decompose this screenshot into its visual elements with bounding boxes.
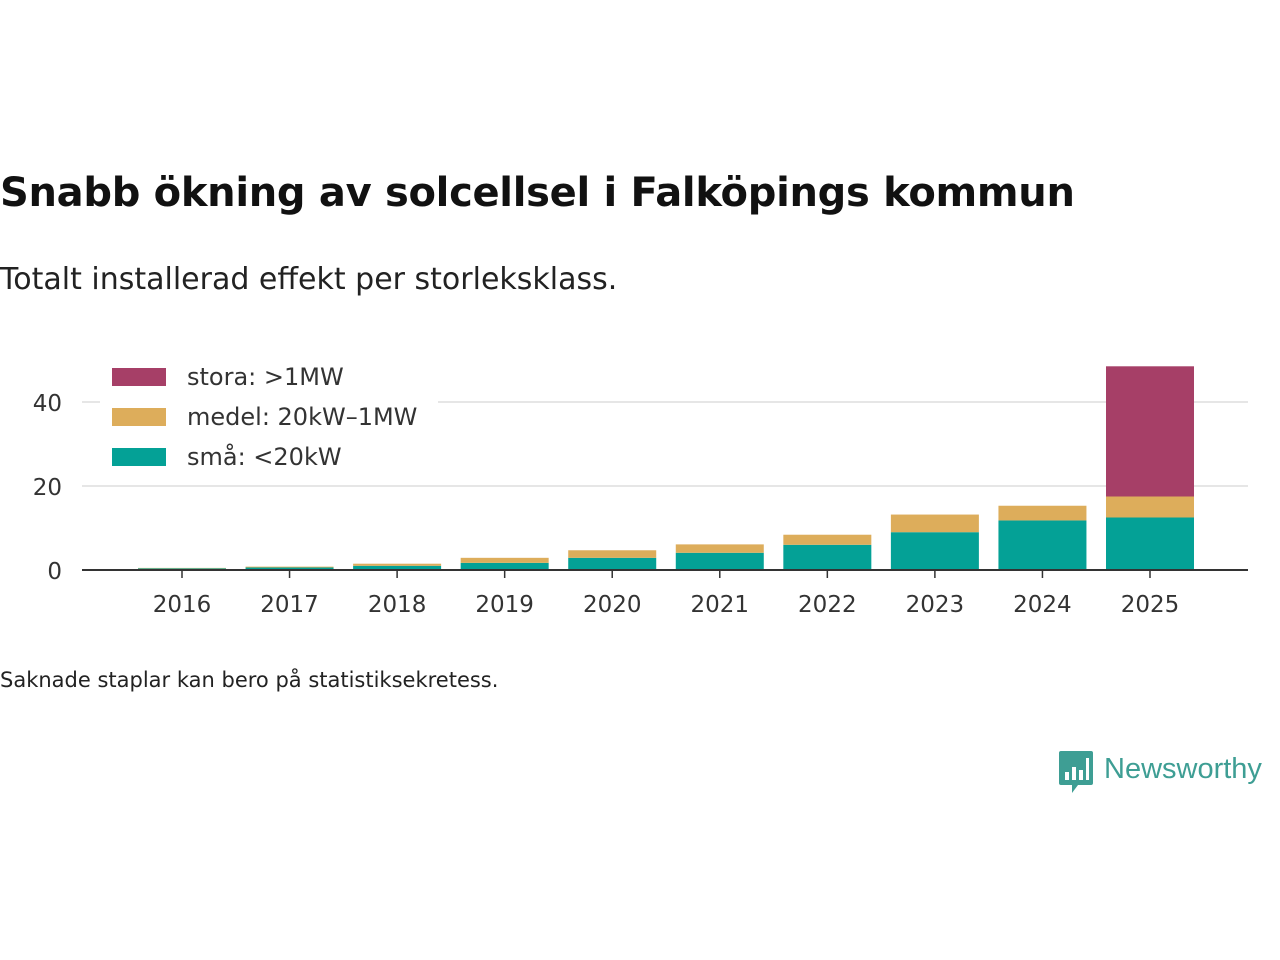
x-tick-label: 2023 xyxy=(906,592,965,618)
bar-medel-2023 xyxy=(890,514,979,533)
footnote: Saknade staplar kan bero på statistiksek… xyxy=(0,668,499,692)
x-tick-label: 2017 xyxy=(260,592,319,618)
bar-stora-2025 xyxy=(1106,366,1194,497)
bar-medel-2022 xyxy=(783,534,872,545)
bar-medel-2017 xyxy=(245,566,334,568)
bar-sma-2018 xyxy=(353,565,442,570)
x-tick-label: 2016 xyxy=(153,592,212,618)
y-tick-label: 40 xyxy=(33,391,62,417)
bar-sma-2019 xyxy=(460,562,549,570)
x-tick-label: 2025 xyxy=(1121,592,1180,618)
bar-sma-2022 xyxy=(783,544,872,570)
bar-medel-2021 xyxy=(675,544,764,553)
legend-swatch-medel xyxy=(112,408,166,426)
bar-sma-2024 xyxy=(998,520,1087,570)
brand-name: Newsworthy xyxy=(1104,752,1262,785)
legend-swatch-sma xyxy=(112,448,166,466)
bar-sma-2021 xyxy=(675,552,764,570)
legend-swatch-stora xyxy=(112,368,166,386)
y-tick-label: 0 xyxy=(47,559,62,585)
chart-title: Snabb ökning av solcellsel i Falköpings … xyxy=(0,170,1075,216)
x-tick-label: 2022 xyxy=(798,592,857,618)
legend: stora: >1MW medel: 20kW–1MW små: <20kW xyxy=(100,362,438,484)
bar-medel-2019 xyxy=(460,557,549,563)
bars xyxy=(138,366,1194,570)
bar-sma-2020 xyxy=(568,557,657,570)
bar-sma-2017 xyxy=(245,567,334,570)
y-tick-label: 20 xyxy=(33,475,62,501)
bar-medel-2025 xyxy=(1106,496,1194,518)
x-tick-label: 2020 xyxy=(583,592,642,618)
newsworthy-logo: Newsworthy xyxy=(1058,748,1262,796)
x-tick-label: 2019 xyxy=(475,592,534,618)
axes: 0 20 40 2016 2017 2018 2019 2020 2021 2022 2023 202… xyxy=(33,391,1248,618)
stacked-bar-chart: 0 20 40 2016 2017 2018 2019 2020 2021 2022 2023 202… xyxy=(33,362,1248,618)
legend-label-sma: små: <20kW xyxy=(187,442,342,471)
bar-chart-bubble-icon xyxy=(1059,751,1093,793)
bar-medel-2018 xyxy=(353,563,442,566)
x-tick-label: 2021 xyxy=(691,592,750,618)
x-tick-label: 2024 xyxy=(1013,592,1072,618)
chart-subtitle: Totalt installerad effekt per storlekskl… xyxy=(0,262,618,297)
bar-sma-2023 xyxy=(890,532,979,570)
x-tick-label: 2018 xyxy=(368,592,427,618)
legend-label-stora: stora: >1MW xyxy=(187,363,344,391)
legend-label-medel: medel: 20kW–1MW xyxy=(187,403,417,431)
bar-sma-2025 xyxy=(1106,517,1194,570)
bar-medel-2020 xyxy=(568,550,657,558)
bar-medel-2024 xyxy=(998,505,1087,521)
